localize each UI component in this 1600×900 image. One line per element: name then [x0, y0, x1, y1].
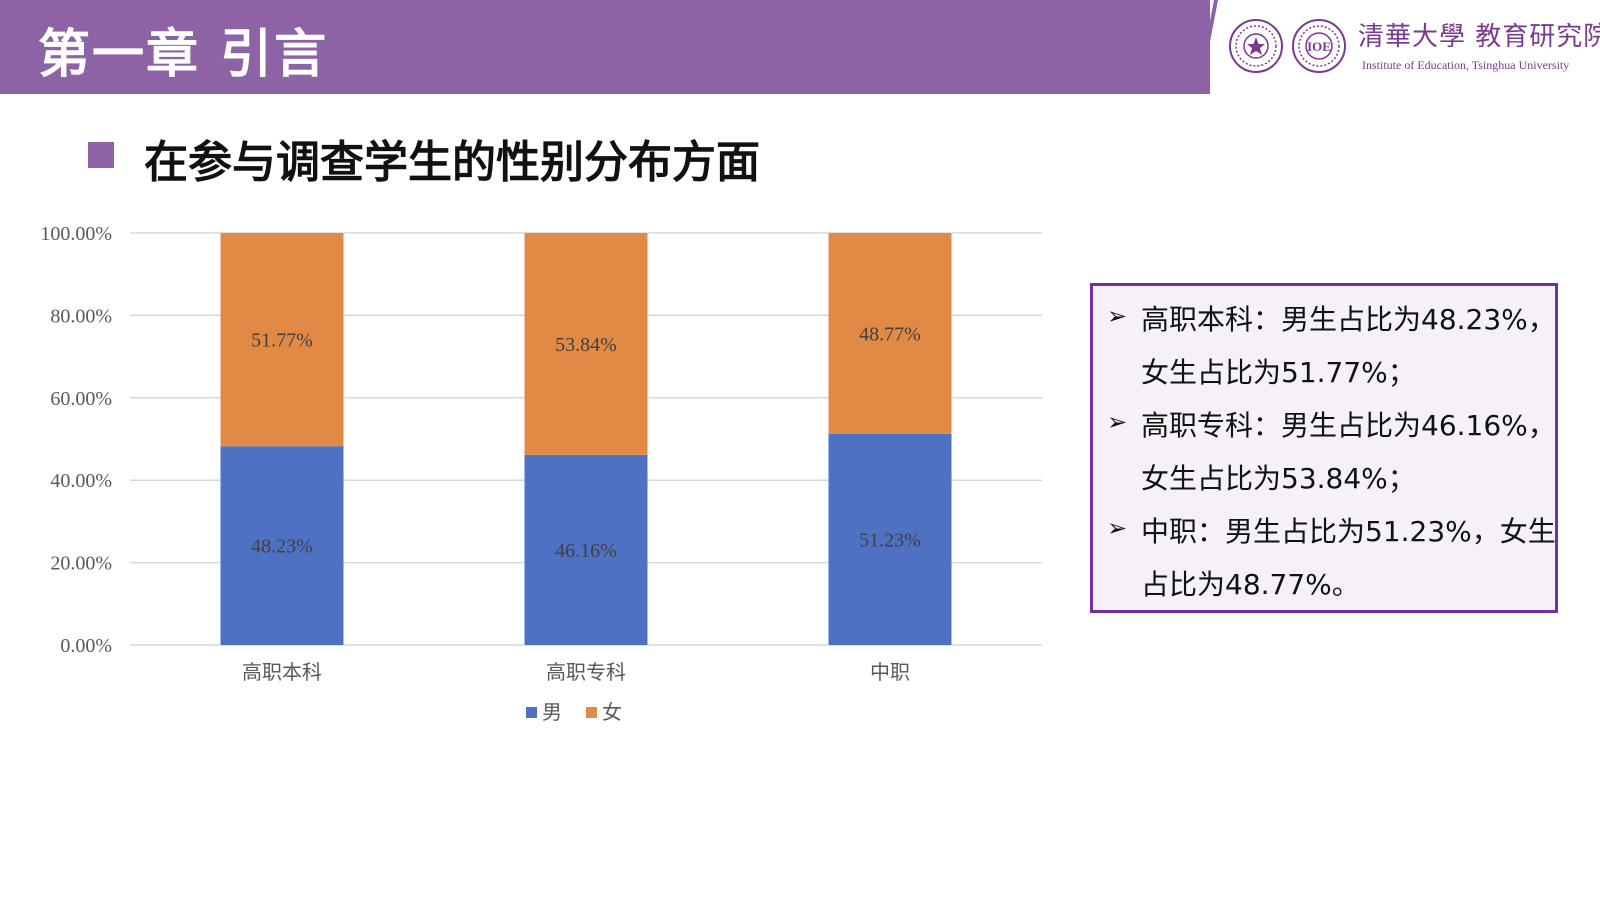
chart-x-axis: 高职本科 高职专科 中职 [242, 660, 910, 684]
stacked-bar-chart: 0.00% 20.00% 40.00% 60.00% 80.00% 100.00% 48.… [40, 223, 1042, 724]
banner-slant-decoration [1160, 0, 1218, 94]
bar-segment [524, 454, 648, 645]
summary-line: 占比为48.77%。 [1141, 568, 1360, 601]
bar-segment [524, 233, 648, 455]
y-tick-label: 80.00% [50, 305, 112, 327]
chart-bars [220, 233, 952, 645]
data-label: 51.77% [251, 330, 313, 352]
x-category-label: 高职本科 [242, 660, 322, 684]
y-tick-label: 0.00% [60, 635, 112, 657]
summary-line: 高职专科：男生占比为46.16%， [1141, 409, 1556, 442]
y-tick-label: 40.00% [50, 470, 112, 492]
data-label: 53.84% [555, 334, 617, 356]
chart-y-axis: 0.00% 20.00% 40.00% 60.00% 80.00% 100.00% [40, 223, 112, 657]
arrow-bullet-icon: ➢ [1107, 302, 1128, 330]
y-tick-label: 100.00% [40, 223, 112, 245]
logo-english-name: Institute of Education, Tsinghua Univers… [1362, 58, 1570, 72]
summary-line: 女生占比为53.84%； [1141, 462, 1416, 495]
legend-swatch [586, 707, 597, 718]
legend-swatch [526, 707, 537, 718]
data-label: 51.23% [859, 529, 921, 551]
bar-segment [220, 233, 344, 447]
data-label: 48.23% [251, 536, 313, 558]
y-tick-label: 20.00% [50, 553, 112, 575]
legend-label: 女 [602, 700, 622, 724]
x-category-label: 中职 [870, 660, 910, 684]
ioe-seal-icon: IOE [1292, 19, 1346, 73]
chart-data-labels: 48.23% 51.77% 46.16% 53.84% 51.23% 48.77% [251, 323, 921, 561]
x-category-label: 高职专科 [546, 660, 626, 684]
summary-line: 中职：男生占比为51.23%，女生 [1141, 515, 1556, 548]
y-tick-label: 60.00% [50, 388, 112, 410]
bar-segment [828, 433, 952, 645]
bar-segment [828, 233, 952, 434]
chart-legend: 男女 [526, 700, 622, 724]
summary-line: 女生占比为51.77%； [1141, 356, 1416, 389]
data-label: 46.16% [555, 540, 617, 562]
header-banner [0, 0, 1210, 94]
chapter-title: 第一章 引言 [38, 25, 329, 85]
arrow-bullet-icon: ➢ [1107, 408, 1128, 436]
legend-label: 男 [542, 700, 562, 724]
ioe-seal-text: IOE [1307, 39, 1331, 54]
summary-line: 高职本科：男生占比为48.23%， [1141, 303, 1556, 336]
tsinghua-seal-icon [1229, 19, 1283, 73]
logo-chinese-name: 清華大學 教育研究院 [1358, 22, 1600, 52]
arrow-bullet-icon: ➢ [1107, 514, 1128, 542]
summary-box: ➢ 高职本科：男生占比为48.23%， 女生占比为51.77%； ➢ 高职专科：… [1090, 283, 1558, 613]
heading-bullet-square [88, 142, 114, 168]
section-heading: 在参与调查学生的性别分布方面 [144, 137, 760, 188]
data-label: 48.77% [859, 323, 921, 345]
bar-segment [220, 446, 344, 645]
